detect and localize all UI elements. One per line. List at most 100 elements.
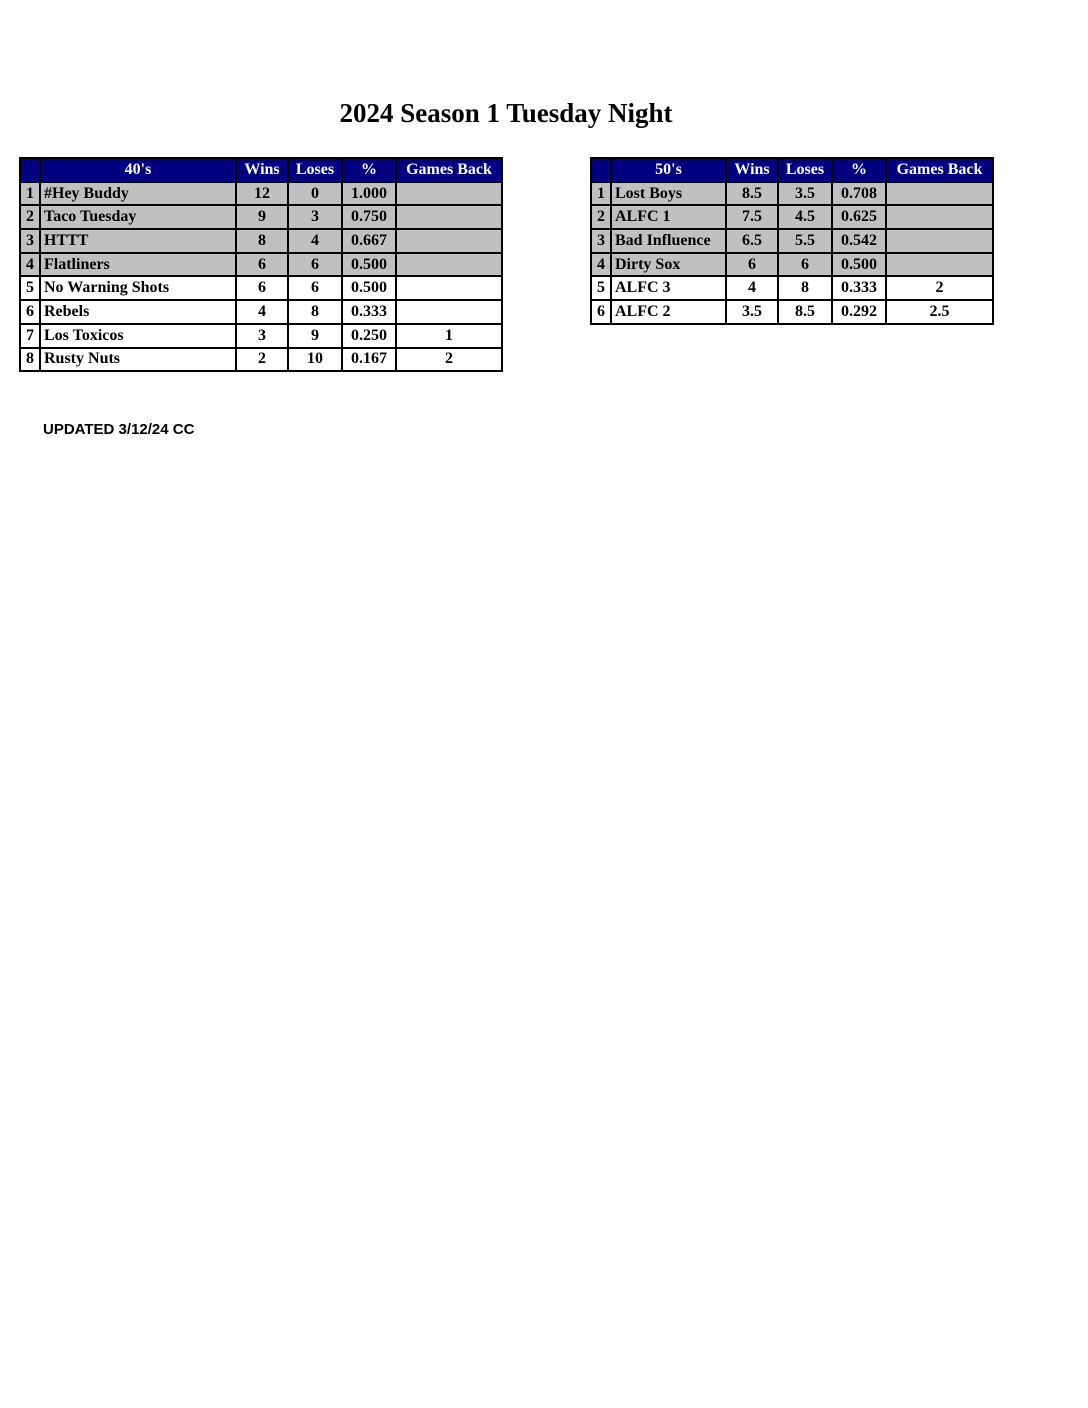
rank-cell: 2 (590, 204, 612, 231)
team-name-cell: ALFC 3 (610, 275, 727, 302)
games-back-cell: 2.5 (885, 299, 994, 325)
rank-cell: 5 (19, 275, 41, 302)
games-back-cell: 1 (395, 322, 503, 349)
page-title: 2024 Season 1 Tuesday Night (339, 98, 673, 128)
rank-cell: 7 (19, 322, 41, 349)
updated-note: UPDATED 3/12/24 CC (43, 421, 195, 438)
games-back-cell (395, 180, 503, 207)
team-name-cell: Flatliners (39, 251, 237, 278)
table-row: 5 No Warning Shots 6 6 0.500 (19, 275, 503, 302)
loses-cell: 10 (287, 346, 343, 373)
header-rank (590, 157, 612, 183)
loses-cell: 4.5 (777, 204, 833, 231)
table-header-row: 50's Wins Loses % Games Back (590, 157, 994, 183)
games-back-cell (885, 204, 994, 231)
pct-cell: 0.292 (831, 299, 887, 325)
loses-cell: 8.5 (777, 299, 833, 325)
team-name-cell: Taco Tuesday (39, 204, 237, 231)
pct-cell: 0.667 (341, 228, 397, 254)
table-row: 3 HTTT 8 4 0.667 (19, 228, 503, 254)
wins-cell: 9 (235, 204, 289, 231)
pct-cell: 0.167 (341, 346, 397, 373)
games-back-cell (395, 204, 503, 231)
header-rank (19, 157, 41, 183)
header-division: 40's (39, 157, 237, 183)
standings-table-40s: 40's Wins Loses % Games Back 1 #Hey Buddy… (19, 157, 503, 373)
header-pct: % (831, 157, 887, 183)
table-row: 4 Dirty Sox 6 6 0.500 (590, 251, 994, 278)
wins-cell: 6.5 (725, 228, 779, 254)
loses-cell: 3 (287, 204, 343, 231)
table-row: 6 ALFC 2 3.5 8.5 0.292 2.5 (590, 299, 994, 325)
pct-cell: 0.708 (831, 180, 887, 207)
wins-cell: 3.5 (725, 299, 779, 325)
loses-cell: 8 (287, 299, 343, 325)
games-back-cell (395, 228, 503, 254)
team-name-cell: Rebels (39, 299, 237, 325)
header-division: 50's (610, 157, 727, 183)
team-name-cell: No Warning Shots (39, 275, 237, 302)
header-loses: Loses (287, 157, 343, 183)
pct-cell: 0.333 (341, 299, 397, 325)
pct-cell: 0.625 (831, 204, 887, 231)
table-row: 2 ALFC 1 7.5 4.5 0.625 (590, 204, 994, 231)
wins-cell: 8.5 (725, 180, 779, 207)
games-back-cell (885, 251, 994, 278)
table-row: 7 Los Toxicos 3 9 0.250 1 (19, 322, 503, 349)
header-games-back: Games Back (395, 157, 503, 183)
games-back-cell: 2 (395, 346, 503, 373)
wins-cell: 6 (235, 251, 289, 278)
pct-cell: 0.250 (341, 322, 397, 349)
rank-cell: 1 (19, 180, 41, 207)
pct-cell: 0.500 (831, 251, 887, 278)
header-pct: % (341, 157, 397, 183)
team-name-cell: ALFC 2 (610, 299, 727, 325)
loses-cell: 5.5 (777, 228, 833, 254)
games-back-cell (885, 228, 994, 254)
team-name-cell: Lost Boys (610, 180, 727, 207)
pct-cell: 0.500 (341, 275, 397, 302)
games-back-cell: 2 (885, 275, 994, 302)
table-row: 8 Rusty Nuts 2 10 0.167 2 (19, 346, 503, 373)
loses-cell: 6 (777, 251, 833, 278)
rank-cell: 8 (19, 346, 41, 373)
team-name-cell: Rusty Nuts (39, 346, 237, 373)
games-back-cell (885, 180, 994, 207)
header-loses: Loses (777, 157, 833, 183)
loses-cell: 0 (287, 180, 343, 207)
loses-cell: 3.5 (777, 180, 833, 207)
header-wins: Wins (235, 157, 289, 183)
team-name-cell: HTTT (39, 228, 237, 254)
games-back-cell (395, 299, 503, 325)
pct-cell: 1.000 (341, 180, 397, 207)
loses-cell: 6 (287, 251, 343, 278)
rank-cell: 1 (590, 180, 612, 207)
loses-cell: 9 (287, 322, 343, 349)
rank-cell: 3 (590, 228, 612, 254)
pct-cell: 0.500 (341, 251, 397, 278)
table-row: 5 ALFC 3 4 8 0.333 2 (590, 275, 994, 302)
pct-cell: 0.542 (831, 228, 887, 254)
wins-cell: 7.5 (725, 204, 779, 231)
games-back-cell (395, 251, 503, 278)
rank-cell: 2 (19, 204, 41, 231)
team-name-cell: Los Toxicos (39, 322, 237, 349)
table-row: 1 #Hey Buddy 12 0 1.000 (19, 180, 503, 207)
loses-cell: 8 (777, 275, 833, 302)
rank-cell: 6 (19, 299, 41, 325)
header-games-back: Games Back (885, 157, 994, 183)
team-name-cell: Bad Influence (610, 228, 727, 254)
wins-cell: 4 (235, 299, 289, 325)
rank-cell: 4 (590, 251, 612, 278)
wins-cell: 6 (235, 275, 289, 302)
team-name-cell: Dirty Sox (610, 251, 727, 278)
pct-cell: 0.750 (341, 204, 397, 231)
standings-table-50s: 50's Wins Loses % Games Back 1 Lost Boys 8… (590, 157, 994, 325)
games-back-cell (395, 275, 503, 302)
wins-cell: 8 (235, 228, 289, 254)
rank-cell: 6 (590, 299, 612, 325)
table-row: 3 Bad Influence 6.5 5.5 0.542 (590, 228, 994, 254)
wins-cell: 2 (235, 346, 289, 373)
table-row: 1 Lost Boys 8.5 3.5 0.708 (590, 180, 994, 207)
wins-cell: 12 (235, 180, 289, 207)
